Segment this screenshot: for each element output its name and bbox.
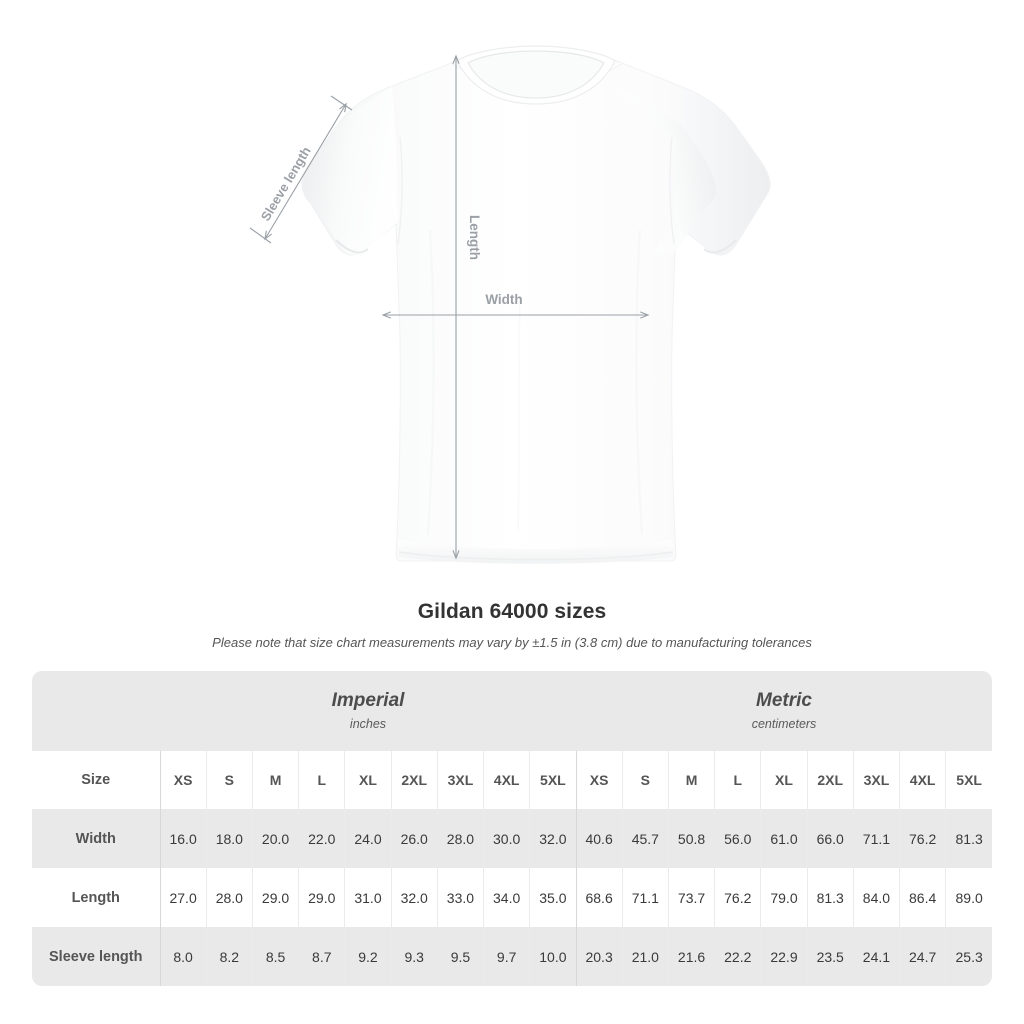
- row-label: Width: [32, 809, 160, 868]
- cell-metric-xs: 40.6: [575, 809, 623, 868]
- title-block: Gildan 64000 sizes Please note that size…: [0, 598, 1024, 652]
- size-header-m: M: [667, 751, 715, 809]
- size-header-m: M: [251, 751, 299, 809]
- cell-metric-3xl: 71.1: [852, 809, 900, 868]
- cell-metric-2xl: 23.5: [806, 927, 854, 986]
- size-header-2xl: 2XL: [806, 751, 854, 809]
- cell-metric-l: 22.2: [714, 927, 761, 986]
- unit-group-name: Imperial: [331, 690, 405, 711]
- cell-metric-l: 76.2: [714, 868, 761, 927]
- size-header-3xl: 3XL: [852, 751, 900, 809]
- cell-metric-5xl: 25.3: [945, 927, 993, 986]
- tshirt-shape: [301, 45, 771, 564]
- cell-metric-xl: 61.0: [760, 809, 808, 868]
- cell-imperial-l: 22.0: [298, 809, 345, 868]
- unit-header-spacer: [32, 671, 160, 751]
- size-header-l: L: [298, 751, 345, 809]
- cell-metric-s: 21.0: [621, 927, 669, 986]
- cell-imperial-s: 8.2: [205, 927, 253, 986]
- width-label: Width: [485, 292, 522, 307]
- size-header-l: L: [714, 751, 761, 809]
- cell-imperial-2xl: 32.0: [390, 868, 438, 927]
- cell-metric-m: 21.6: [667, 927, 715, 986]
- cell-metric-xs: 20.3: [575, 927, 623, 986]
- cell-imperial-3xl: 28.0: [436, 809, 484, 868]
- size-chart-table: Imperial inches Metric centimeters Size XS S M L…: [32, 671, 993, 986]
- size-header-3xl: 3XL: [436, 751, 484, 809]
- cell-metric-2xl: 81.3: [806, 868, 854, 927]
- size-header-xs: XS: [159, 751, 207, 809]
- cell-imperial-m: 29.0: [251, 868, 299, 927]
- cell-metric-5xl: 81.3: [945, 809, 993, 868]
- cell-imperial-5xl: 35.0: [529, 868, 576, 927]
- cell-metric-3xl: 24.1: [852, 927, 900, 986]
- cell-metric-4xl: 86.4: [899, 868, 946, 927]
- table-row: Sleeve length 8.0 8.2 8.5 8.7 9.2 9.3 9.5 9.7 10.…: [32, 927, 993, 986]
- unit-group-sub: centimeters: [751, 717, 817, 731]
- cell-metric-4xl: 24.7: [899, 927, 946, 986]
- cell-imperial-xl: 24.0: [344, 809, 392, 868]
- cell-imperial-3xl: 9.5: [436, 927, 484, 986]
- cell-metric-l: 56.0: [714, 809, 761, 868]
- cell-imperial-4xl: 30.0: [483, 809, 530, 868]
- cell-metric-s: 71.1: [621, 868, 669, 927]
- cell-imperial-xs: 16.0: [159, 809, 207, 868]
- length-label: Length: [467, 215, 482, 260]
- tshirt-illustration: Length Width Sleeve length: [249, 45, 771, 564]
- size-header-xl: XL: [344, 751, 392, 809]
- unit-header-row: Imperial inches Metric centimeters: [32, 671, 993, 751]
- size-header-s: S: [205, 751, 253, 809]
- table-row: Width 16.0 18.0 20.0 22.0 24.0 26.0 28.0 30.0 32.…: [32, 809, 993, 868]
- cell-imperial-xl: 31.0: [344, 868, 392, 927]
- size-header-row: Size XS S M L XL 2XL 3XL 4XL 5XL XS S M L XL 2XL 3XL 4XL 5…: [32, 751, 993, 809]
- page-subtitle: Please note that size chart measurements…: [212, 635, 812, 650]
- size-header-xs: XS: [575, 751, 623, 809]
- unit-group-name: Metric: [756, 690, 812, 711]
- cell-imperial-s: 18.0: [205, 809, 253, 868]
- cell-metric-xs: 68.6: [575, 868, 623, 927]
- cell-imperial-5xl: 32.0: [529, 809, 576, 868]
- cell-imperial-xs: 27.0: [159, 868, 207, 927]
- cell-metric-s: 45.7: [621, 809, 669, 868]
- row-label: Length: [32, 868, 160, 927]
- size-header-xl: XL: [760, 751, 808, 809]
- size-header-4xl: 4XL: [899, 751, 946, 809]
- cell-metric-4xl: 76.2: [899, 809, 946, 868]
- size-header-label: Size: [32, 751, 160, 809]
- cell-metric-2xl: 66.0: [806, 809, 854, 868]
- unit-group-metric: Metric centimeters: [576, 671, 993, 751]
- size-header-2xl: 2XL: [390, 751, 438, 809]
- cell-imperial-s: 28.0: [205, 868, 253, 927]
- cell-imperial-2xl: 9.3: [390, 927, 438, 986]
- cell-metric-m: 73.7: [667, 868, 715, 927]
- cell-imperial-4xl: 9.7: [483, 927, 530, 986]
- cell-imperial-xs: 8.0: [159, 927, 207, 986]
- cell-imperial-3xl: 33.0: [436, 868, 484, 927]
- size-header-5xl: 5XL: [529, 751, 576, 809]
- cell-imperial-2xl: 26.0: [390, 809, 438, 868]
- cell-imperial-l: 8.7: [298, 927, 345, 986]
- size-chart-table-wrap: Imperial inches Metric centimeters Size XS S M L…: [32, 671, 993, 986]
- cell-imperial-xl: 9.2: [344, 927, 392, 986]
- cell-metric-m: 50.8: [667, 809, 715, 868]
- table-row: Length 27.0 28.0 29.0 29.0 31.0 32.0 33.0 34.0 35…: [32, 868, 993, 927]
- cell-imperial-m: 20.0: [251, 809, 299, 868]
- row-label: Sleeve length: [32, 927, 160, 986]
- size-header-s: S: [621, 751, 669, 809]
- sleeve-length-measure-arrow: [249, 95, 353, 244]
- size-header-4xl: 4XL: [483, 751, 530, 809]
- size-header-5xl: 5XL: [945, 751, 993, 809]
- cell-imperial-l: 29.0: [298, 868, 345, 927]
- cell-imperial-m: 8.5: [251, 927, 299, 986]
- cell-imperial-4xl: 34.0: [483, 868, 530, 927]
- cell-imperial-5xl: 10.0: [529, 927, 576, 986]
- cell-metric-5xl: 89.0: [945, 868, 993, 927]
- page-title: Gildan 64000 sizes: [417, 600, 607, 623]
- cell-metric-3xl: 84.0: [852, 868, 900, 927]
- unit-group-sub: inches: [349, 717, 387, 731]
- unit-group-imperial: Imperial inches: [160, 671, 576, 751]
- cell-metric-xl: 22.9: [760, 927, 808, 986]
- cell-metric-xl: 79.0: [760, 868, 808, 927]
